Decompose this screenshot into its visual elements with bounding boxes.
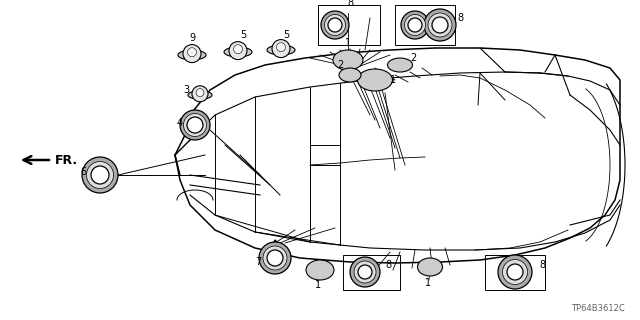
Text: 2: 2 (337, 60, 343, 70)
Circle shape (272, 40, 290, 58)
Circle shape (263, 246, 287, 270)
Circle shape (507, 264, 523, 280)
Circle shape (350, 257, 380, 287)
Circle shape (404, 14, 426, 36)
Circle shape (358, 265, 372, 279)
Polygon shape (270, 240, 280, 250)
Circle shape (234, 45, 243, 54)
Ellipse shape (178, 50, 206, 60)
Text: 2: 2 (410, 53, 416, 63)
Circle shape (424, 9, 456, 41)
Circle shape (408, 18, 422, 32)
Text: FR.: FR. (55, 154, 78, 166)
Circle shape (401, 11, 429, 39)
Ellipse shape (224, 47, 252, 57)
Circle shape (432, 17, 448, 33)
Circle shape (267, 250, 283, 266)
Text: 4: 4 (177, 118, 183, 128)
Bar (343, 255, 400, 290)
Circle shape (187, 117, 203, 133)
Circle shape (180, 110, 210, 140)
Ellipse shape (306, 260, 334, 280)
Circle shape (188, 48, 196, 57)
Circle shape (324, 14, 346, 36)
Ellipse shape (333, 50, 363, 70)
Circle shape (183, 44, 201, 63)
Text: 7: 7 (255, 257, 261, 267)
Text: 6: 6 (80, 167, 86, 177)
Circle shape (259, 242, 291, 274)
Circle shape (229, 42, 247, 60)
Text: 1: 1 (315, 280, 321, 290)
Circle shape (498, 255, 532, 289)
Circle shape (196, 89, 204, 97)
Ellipse shape (417, 258, 442, 276)
Circle shape (82, 157, 118, 193)
Text: 3: 3 (183, 85, 189, 95)
Circle shape (502, 260, 527, 284)
Text: TP64B3612C: TP64B3612C (572, 304, 625, 313)
Text: 8: 8 (347, 0, 353, 8)
Ellipse shape (358, 69, 392, 91)
Text: 1: 1 (345, 38, 351, 48)
Circle shape (276, 43, 285, 52)
Ellipse shape (387, 58, 413, 72)
Text: 5: 5 (283, 30, 289, 40)
Text: 1: 1 (425, 278, 431, 288)
Bar (485, 255, 545, 290)
Circle shape (428, 13, 452, 37)
Circle shape (91, 166, 109, 184)
Circle shape (321, 11, 349, 39)
Text: 1: 1 (390, 75, 396, 85)
Circle shape (184, 114, 207, 137)
Text: 8: 8 (539, 260, 545, 270)
Ellipse shape (188, 91, 212, 99)
Ellipse shape (267, 45, 295, 55)
Text: 5: 5 (240, 30, 246, 40)
Text: 8: 8 (385, 260, 391, 270)
Circle shape (86, 162, 113, 188)
Text: 8: 8 (457, 13, 463, 23)
Ellipse shape (339, 68, 361, 82)
Circle shape (192, 86, 208, 102)
Circle shape (354, 261, 376, 283)
Text: 9: 9 (189, 33, 195, 43)
Circle shape (328, 18, 342, 32)
Bar (318, 5, 380, 45)
Bar (395, 5, 455, 45)
